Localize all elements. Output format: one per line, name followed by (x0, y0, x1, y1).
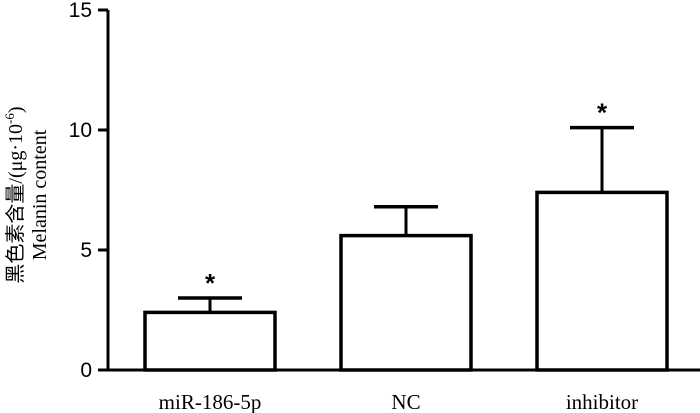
y-tick-label: 15 (69, 0, 92, 22)
y-axis-label: 黑色素含量/(μg·10-6) Melanin content (2, 106, 51, 283)
bar (143, 310, 277, 372)
y-tick-label: 10 (69, 119, 92, 142)
significance-marker: * (597, 98, 608, 128)
y-axis-ticks: 0 5 10 15 (69, 0, 108, 382)
significance-marker: * (205, 268, 216, 298)
y-tick-label: 5 (80, 239, 92, 262)
y-tick-label: 0 (80, 359, 92, 382)
x-axis-tick-labels: miR-186-5p NC inhibitor (159, 390, 639, 413)
y-axis-label-line1: 黑色素含量/(μg·10 (4, 124, 27, 284)
bar (339, 233, 473, 372)
y-axis-label-superscript: -6 (2, 113, 17, 124)
y-axis-label-line1-end: ) (5, 106, 27, 113)
x-tick-label: inhibitor (566, 390, 638, 413)
y-axis-label-line2: Melanin content (29, 129, 51, 260)
svg-text:黑色素含量/(μg·10-6): 黑色素含量/(μg·10-6) (2, 106, 27, 283)
x-tick-label: NC (391, 390, 420, 413)
x-tick-label: miR-186-5p (159, 390, 262, 413)
bar (535, 190, 669, 372)
bars: ** (143, 98, 669, 372)
